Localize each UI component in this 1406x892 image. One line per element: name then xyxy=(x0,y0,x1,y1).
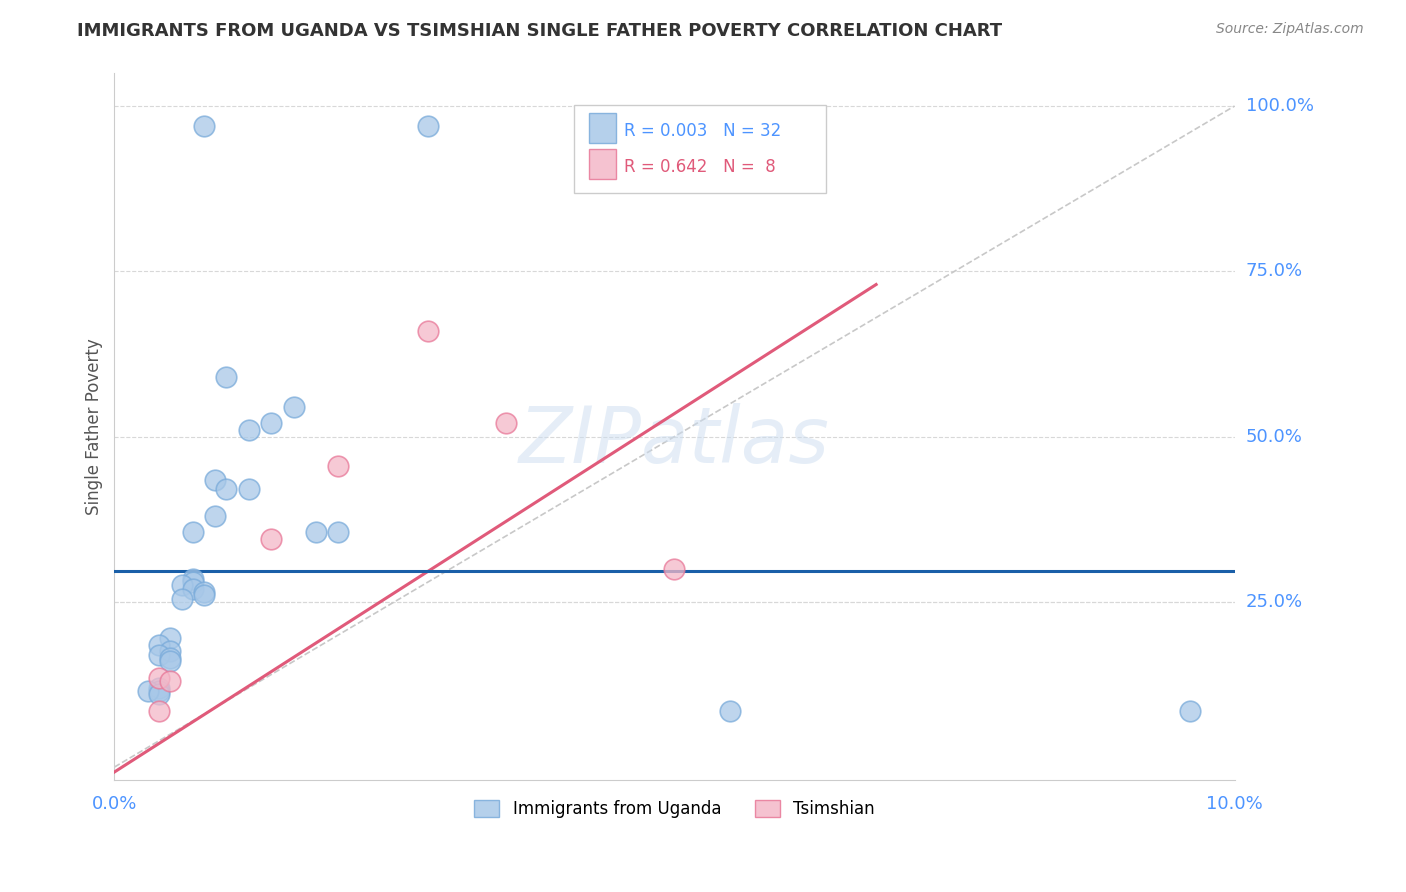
Point xyxy=(170,591,193,606)
Point xyxy=(159,654,181,668)
Point xyxy=(159,631,181,645)
Point xyxy=(193,588,215,602)
Text: 0.0%: 0.0% xyxy=(91,795,138,813)
Point xyxy=(148,704,170,718)
Point xyxy=(170,578,193,592)
Point xyxy=(159,674,181,689)
Point xyxy=(148,638,170,652)
Text: 10.0%: 10.0% xyxy=(1206,795,1263,813)
Point xyxy=(1178,704,1201,718)
Point xyxy=(215,370,238,384)
Text: ZIPatlas: ZIPatlas xyxy=(519,403,830,479)
Point xyxy=(260,532,283,546)
FancyBboxPatch shape xyxy=(574,104,825,194)
Point xyxy=(181,574,204,589)
Point xyxy=(416,119,439,133)
FancyBboxPatch shape xyxy=(589,113,616,143)
Point xyxy=(305,525,328,540)
Text: Source: ZipAtlas.com: Source: ZipAtlas.com xyxy=(1216,22,1364,37)
Point xyxy=(148,671,170,685)
Point xyxy=(238,423,260,437)
Y-axis label: Single Father Poverty: Single Father Poverty xyxy=(86,338,103,515)
Text: R = 0.003   N = 32: R = 0.003 N = 32 xyxy=(624,122,782,140)
Point xyxy=(664,562,686,576)
Point xyxy=(148,648,170,662)
Text: 50.0%: 50.0% xyxy=(1246,427,1302,446)
Text: IMMIGRANTS FROM UGANDA VS TSIMSHIAN SINGLE FATHER POVERTY CORRELATION CHART: IMMIGRANTS FROM UGANDA VS TSIMSHIAN SING… xyxy=(77,22,1002,40)
Text: 25.0%: 25.0% xyxy=(1246,593,1303,611)
Point xyxy=(193,585,215,599)
Point xyxy=(148,681,170,695)
Point xyxy=(181,572,204,586)
Point xyxy=(283,400,305,414)
Point xyxy=(193,119,215,133)
Point xyxy=(181,525,204,540)
Legend: Immigrants from Uganda, Tsimshian: Immigrants from Uganda, Tsimshian xyxy=(468,794,882,825)
Point xyxy=(720,704,742,718)
Point xyxy=(238,483,260,497)
Point xyxy=(416,324,439,338)
Point xyxy=(204,473,226,487)
Point xyxy=(215,483,238,497)
Point xyxy=(159,651,181,665)
Text: 75.0%: 75.0% xyxy=(1246,262,1303,280)
Point xyxy=(148,684,170,698)
Text: R = 0.642   N =  8: R = 0.642 N = 8 xyxy=(624,158,776,176)
Point xyxy=(328,459,350,474)
Point xyxy=(148,687,170,701)
Text: 100.0%: 100.0% xyxy=(1246,97,1313,115)
Point xyxy=(495,417,517,431)
Point xyxy=(260,417,283,431)
Point xyxy=(181,582,204,596)
Point xyxy=(159,644,181,658)
Point xyxy=(328,525,350,540)
Point xyxy=(136,684,159,698)
Point xyxy=(204,508,226,523)
FancyBboxPatch shape xyxy=(589,149,616,179)
